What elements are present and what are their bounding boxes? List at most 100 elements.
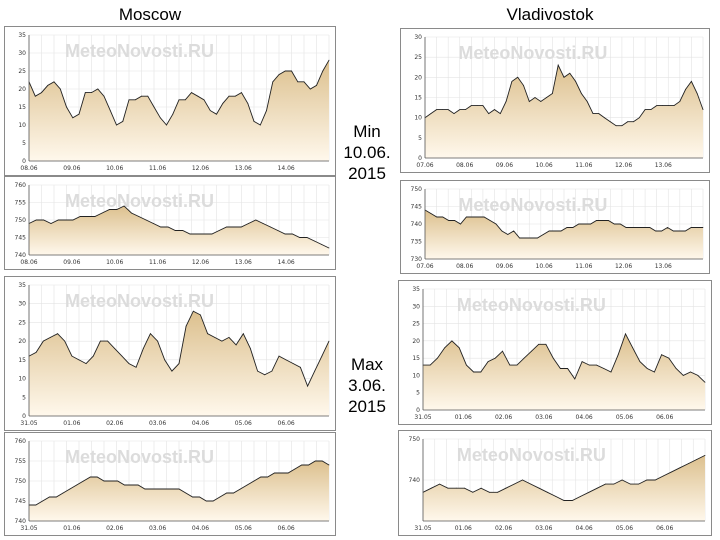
- moscow-max-pressure-point: [287, 472, 289, 474]
- moscow-min-temp-point: [116, 124, 117, 126]
- vladivostok-min-pressure-ytick-label: 735: [411, 239, 423, 246]
- vladivostok-max-temp-ytick-label: 10: [412, 372, 420, 379]
- vladivostok-min-pressure-xtick-label: 08.06: [456, 263, 473, 270]
- vladivostok-min-temp-point: [581, 93, 582, 94]
- vladivostok-min-pressure-ytick-label: 745: [411, 204, 423, 211]
- vladivostok-max-temp-svg: 0 5 10 15 20 25 30 35 MeteoNovosti.RU 31.05 01.06 0…: [412, 286, 706, 421]
- moscow-min-pressure-point: [248, 223, 249, 224]
- vladivostok-min-temp-point: [696, 93, 698, 94]
- moscow-min-temp-point: [66, 106, 67, 108]
- moscow-max-temp-point: [285, 359, 287, 361]
- moscow-max-temp-xtick-label: 02.06: [106, 420, 123, 427]
- vladivostok-min-pressure-point: [584, 223, 586, 225]
- vladivostok-min-pressure-point: [696, 227, 698, 228]
- moscow-min-temp-xtick-label: 13.06: [235, 165, 252, 172]
- moscow-max-pressure-point: [205, 500, 207, 502]
- vladivostok-max-pressure-point: [480, 487, 482, 489]
- moscow-max-temp-point: [292, 363, 294, 364]
- vladivostok-min-pressure-point: [596, 220, 597, 221]
- moscow-max-pressure-point: [233, 492, 234, 494]
- moscow-max-temp-xtick-label: 03.06: [149, 420, 166, 427]
- vladivostok-max-temp-point: [473, 371, 474, 373]
- vladivostok-max-pressure-point: [472, 491, 474, 493]
- moscow-min-pressure-point: [314, 240, 315, 242]
- moscow-min-pressure-point: [196, 233, 198, 235]
- vladivostok-min-temp-ytick-label: 15: [414, 95, 422, 102]
- moscow-max-pressure-point: [240, 488, 241, 490]
- moscow-max-temp-point: [192, 310, 194, 312]
- vladivostok-min-temp-point: [557, 64, 559, 66]
- moscow-min-temp-ytick-label: 15: [18, 104, 26, 111]
- chart-panel-vladivostok-max-temp: 0 5 10 15 20 25 30 35 MeteoNovosti.RU 31.05 01.06 0…: [398, 280, 712, 425]
- vladivostok-max-temp-xtick-label: 05.06: [616, 414, 633, 421]
- watermark-text: MeteoNovosti.RU: [458, 195, 607, 215]
- vladivostok-max-temp-point: [661, 354, 662, 356]
- vladivostok-min-pressure-point: [690, 227, 692, 228]
- vladivostok-max-pressure-point: [654, 479, 656, 481]
- moscow-max-temp-point: [271, 370, 273, 372]
- moscow-max-temp-point: [128, 363, 130, 364]
- vladivostok-max-pressure-point: [688, 463, 689, 464]
- vladivostok-min-pressure-point: [477, 216, 479, 218]
- moscow-max-temp-point: [135, 366, 137, 368]
- vladivostok-max-pressure-svg: 740 750 MeteoNovosti.RU 31.05 01.06 02.06 03.0…: [409, 436, 706, 532]
- moscow-max-pressure-point: [192, 496, 194, 498]
- vladivostok-min-pressure-point: [655, 230, 657, 232]
- vladivostok-max-pressure-point: [455, 487, 457, 489]
- vladivostok-max-pressure-point: [646, 479, 648, 481]
- vladivostok-max-temp-point: [682, 375, 684, 376]
- vladivostok-min-pressure-point: [548, 230, 550, 232]
- vladivostok-max-temp-point: [451, 340, 453, 342]
- moscow-max-pressure-xtick-label: 06.06: [278, 525, 295, 532]
- vladivostok-max-pressure-point: [621, 479, 623, 481]
- moscow-max-temp-point: [307, 385, 308, 387]
- vladivostok-min-pressure-xtick-label: 09.06: [496, 263, 513, 270]
- vladivostok-max-temp-xtick-label: 03.06: [535, 414, 552, 421]
- moscow-min-temp-ytick-label: 30: [18, 50, 26, 57]
- vladivostok-max-pressure-point: [563, 500, 565, 501]
- moscow-min-pressure-point: [87, 216, 88, 217]
- vladivostok-min-temp-point: [470, 105, 472, 106]
- moscow-max-pressure-ytick-label: 755: [15, 458, 27, 465]
- moscow-min-pressure-xtick-label: 13.06: [235, 259, 252, 266]
- vladivostok-max-temp-point: [444, 347, 446, 349]
- vladivostok-min-temp-point: [546, 97, 547, 98]
- vladivostok-max-temp-ytick-label: 35: [412, 286, 420, 293]
- moscow-min-temp-point: [166, 124, 167, 126]
- moscow-max-temp-ytick-label: 25: [18, 319, 26, 326]
- vladivostok-min-temp-point: [586, 101, 588, 102]
- moscow-max-pressure-ytick-label: 740: [15, 518, 27, 525]
- moscow-min-pressure-point: [218, 230, 220, 231]
- moscow-min-temp-point: [191, 92, 192, 93]
- moscow-min-pressure-series-line: [28, 205, 330, 249]
- vladivostok-min-temp-point: [644, 109, 646, 110]
- moscow-min-temp-point: [197, 95, 199, 97]
- moscow-max-temp-point: [185, 325, 187, 327]
- moscow-min-pressure-point: [43, 219, 44, 221]
- moscow-max-pressure-point: [246, 484, 248, 486]
- max-date: 3.06.: [348, 376, 386, 395]
- vladivostok-min-temp-ytick-label: 30: [414, 34, 422, 41]
- vladivostok-max-pressure-point: [447, 487, 449, 489]
- vladivostok-min-temp-point: [476, 105, 478, 106]
- watermark-text: MeteoNovosti.RU: [65, 447, 214, 467]
- vladivostok-min-temp-point: [430, 113, 432, 114]
- vladivostok-min-pressure-point: [643, 227, 645, 228]
- moscow-max-pressure-point: [35, 504, 37, 506]
- moscow-max-pressure-point: [103, 480, 105, 482]
- moscow-max-temp-point: [142, 348, 144, 349]
- moscow-max-temp-point: [171, 370, 173, 372]
- moscow-min-pressure-point: [160, 226, 162, 228]
- watermark-text: MeteoNovosti.RU: [65, 291, 214, 311]
- moscow-max-pressure-point: [274, 472, 275, 474]
- moscow-max-temp-point: [157, 340, 159, 342]
- moscow-min-pressure-point: [57, 219, 59, 221]
- moscow-min-temp-xtick-label: 09.06: [63, 165, 80, 172]
- vladivostok-max-temp-point: [603, 368, 605, 369]
- vladivostok-min-pressure-xtick-label: 11.06: [575, 263, 592, 270]
- vladivostok-min-pressure-point: [637, 227, 639, 228]
- vladivostok-max-pressure-point: [505, 487, 507, 489]
- moscow-max-temp-point: [314, 370, 316, 372]
- moscow-max-pressure-point: [185, 492, 187, 494]
- moscow-min-temp-point: [316, 85, 317, 86]
